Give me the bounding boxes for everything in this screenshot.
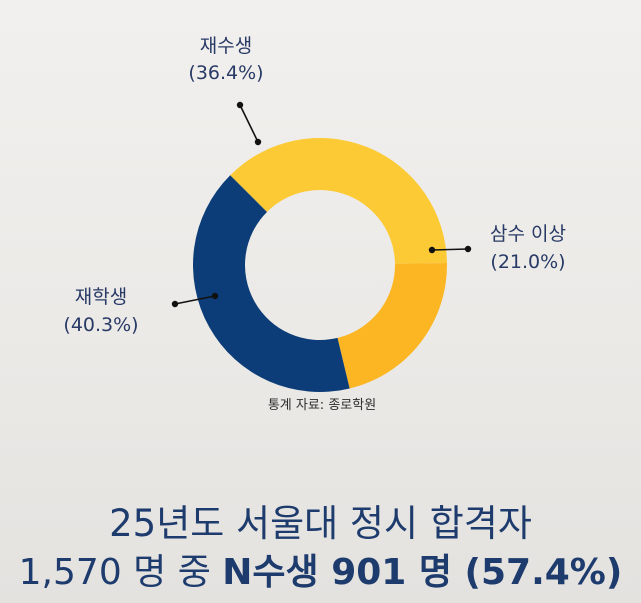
leader-jaehaksaeng (174, 295, 216, 305)
label-jaesusaeng: 재수생 (200, 35, 252, 57)
slice-samsu (337, 263, 448, 389)
headline-summary: 1,570 명 중 N수생 901 명 (57.4%) (0, 543, 641, 595)
leader-jaehaksaeng-dot-0 (171, 300, 179, 308)
leader-jaesusaeng-dot-1 (254, 138, 262, 146)
leader-jaehaksaeng-dot-1 (211, 292, 219, 300)
leader-samsu-dot-0 (464, 245, 472, 253)
value-jaehaksaeng: (40.3%) (63, 314, 138, 336)
headline-summary-bold: N수생 901 명 (57.4%) (222, 552, 623, 593)
leader-lines (171, 101, 472, 308)
leader-samsu-dot-1 (428, 246, 436, 254)
donut-slices (192, 137, 448, 392)
slice-jaehaksaeng (192, 175, 350, 392)
leader-jaesusaeng-dot-0 (236, 101, 244, 109)
label-samsu: 삼수 이상 (490, 223, 566, 245)
leader-jaesusaeng (239, 104, 259, 143)
donut-chart: 재수생 (36.4%) 삼수 이상 (21.0%) 재학생 (40.3%) 통계… (63, 35, 566, 413)
label-jaehaksaeng: 재학생 (75, 286, 127, 308)
source-note: 통계 자료: 종로학원 (268, 398, 376, 413)
slice-labels: 재수생 (36.4%) 삼수 이상 (21.0%) 재학생 (40.3%) (63, 35, 566, 336)
value-jaesusaeng: (36.4%) (188, 62, 263, 84)
headline-summary-plain: 1,570 명 중 (18, 552, 223, 593)
leader-samsu (431, 248, 469, 251)
value-samsu: (21.0%) (490, 251, 565, 273)
headline-title: 25년도 서울대 정시 합격자 (109, 502, 532, 545)
slice-jaesusaeng (230, 137, 447, 264)
